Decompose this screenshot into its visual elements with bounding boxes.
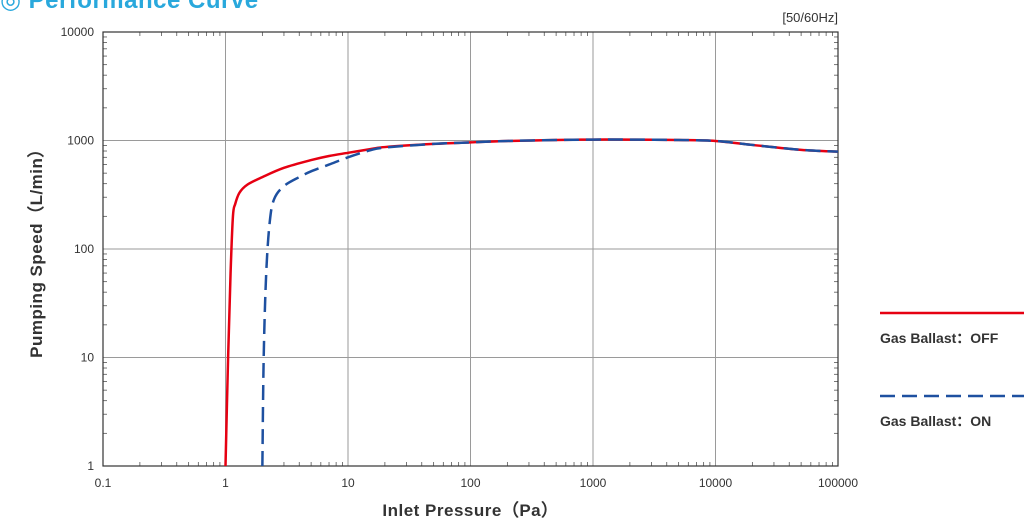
x-tick-label: 0.1 [95,476,112,490]
x-tick-labels: 0.1 1 10 100 1000 10000 100000 [95,476,859,490]
y-tick-labels: 1 10 100 1000 10000 [61,25,95,473]
y-axis-title: Pumping Speed（L/min） [26,140,46,358]
series-line-on [261,138,839,467]
x-tick-label: 1 [222,476,229,490]
y-tick-label: 1000 [67,134,94,148]
y-tick-label: 1 [87,459,94,473]
series-lines [224,138,839,467]
rate-note: [50/60Hz] [782,10,838,25]
x-tick-label: 1000 [580,476,607,490]
page-title: ◎ Performance Curve [0,0,259,14]
legend-label-off: Gas Ballast：OFF [880,330,999,346]
minor-ticks [103,32,838,466]
x-tick-label: 100 [460,476,480,490]
plot-frame [102,31,839,467]
x-axis-title: Inlet Pressure（Pa） [382,500,558,520]
x-tick-label: 10 [341,476,355,490]
x-tick-label: 10000 [699,476,733,490]
grid [102,31,839,467]
x-tick-label: 100000 [818,476,858,490]
y-tick-label: 100 [74,242,94,256]
y-tick-label: 10000 [61,25,95,39]
legend: Gas Ballast：OFF Gas Ballast：ON [880,311,1024,429]
series-line-off [224,138,839,467]
y-tick-label: 10 [81,351,95,365]
legend-label-on: Gas Ballast：ON [880,413,991,429]
